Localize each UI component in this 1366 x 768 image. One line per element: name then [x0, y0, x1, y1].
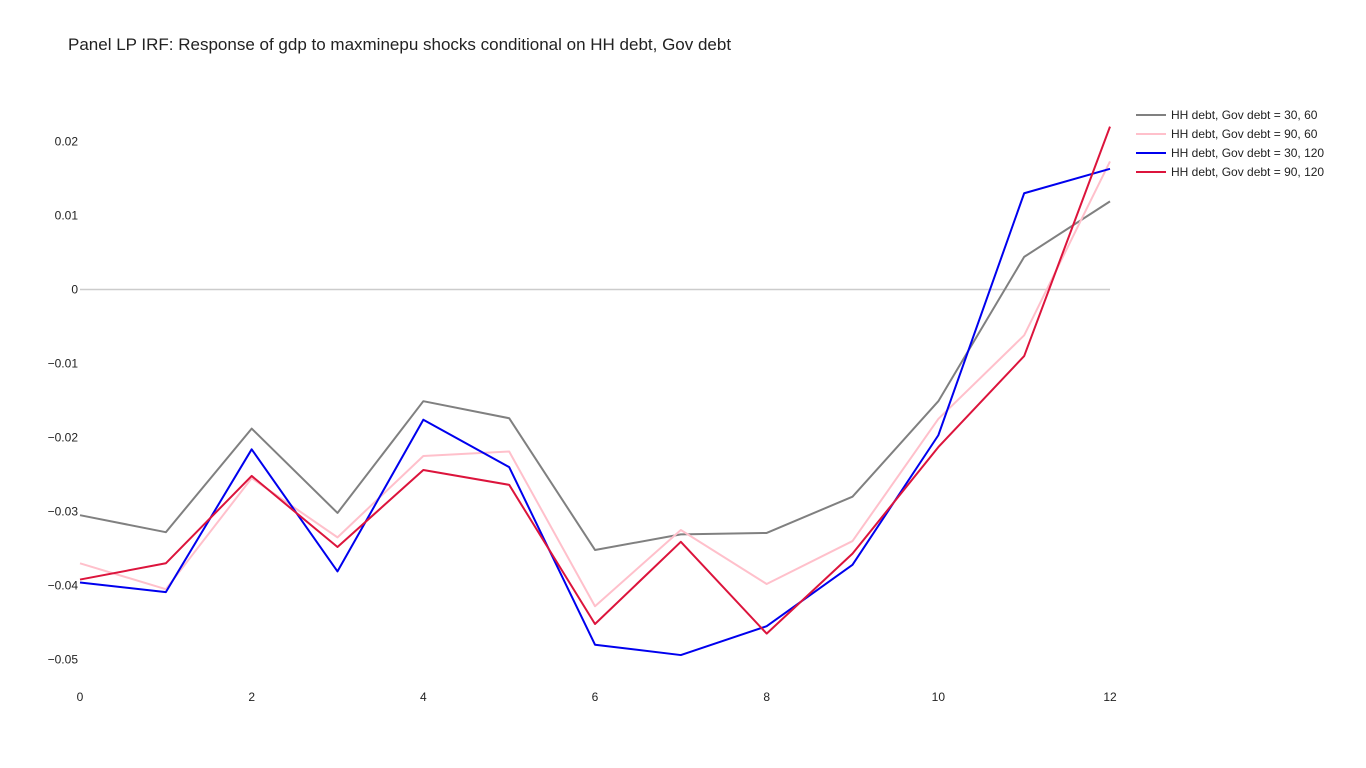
series-lines — [79, 126, 1111, 657]
x-axis-ticks: 0 2 4 6 8 10 12 — [77, 690, 1117, 704]
y-tick-label: 0 — [71, 282, 78, 296]
x-tick-label: 6 — [592, 690, 599, 704]
x-tick-label: 4 — [420, 690, 427, 704]
x-tick-label: 8 — [763, 690, 770, 704]
y-axis-ticks: 0.02 0.01 0 −0.01 −0.02 −0.03 −0.04 −0.05 — [48, 134, 79, 666]
x-tick-label: 2 — [248, 690, 255, 704]
y-tick-label: −0.04 — [48, 578, 79, 592]
legend-label: HH debt, Gov debt = 90, 60 — [1171, 127, 1318, 141]
legend-item-3[interactable]: HH debt, Gov debt = 30, 120 — [1136, 146, 1324, 160]
chart-title: Panel LP IRF: Response of gdp to maxmine… — [68, 35, 731, 54]
y-tick-label: −0.03 — [48, 504, 79, 518]
y-tick-label: −0.02 — [48, 430, 79, 444]
series-line-3 — [79, 167, 1111, 657]
legend-label: HH debt, Gov debt = 30, 120 — [1171, 146, 1324, 160]
series-line-1 — [79, 200, 1111, 551]
legend-label: HH debt, Gov debt = 90, 120 — [1171, 165, 1324, 179]
series-line-2 — [79, 160, 1111, 608]
y-tick-label: −0.05 — [48, 652, 79, 666]
y-tick-label: 0.02 — [55, 134, 79, 148]
legend-item-2[interactable]: HH debt, Gov debt = 90, 60 — [1136, 127, 1318, 141]
x-tick-label: 12 — [1103, 690, 1117, 704]
x-tick-label: 10 — [932, 690, 946, 704]
y-tick-label: 0.01 — [55, 208, 79, 222]
legend-item-1[interactable]: HH debt, Gov debt = 30, 60 — [1136, 108, 1318, 122]
series-line-4 — [79, 126, 1111, 635]
legend-item-4[interactable]: HH debt, Gov debt = 90, 120 — [1136, 165, 1324, 179]
legend-label: HH debt, Gov debt = 30, 60 — [1171, 108, 1318, 122]
legend[interactable]: HH debt, Gov debt = 30, 60 HH debt, Gov d… — [1136, 108, 1324, 179]
x-tick-label: 0 — [77, 690, 84, 704]
y-tick-label: −0.01 — [48, 356, 79, 370]
